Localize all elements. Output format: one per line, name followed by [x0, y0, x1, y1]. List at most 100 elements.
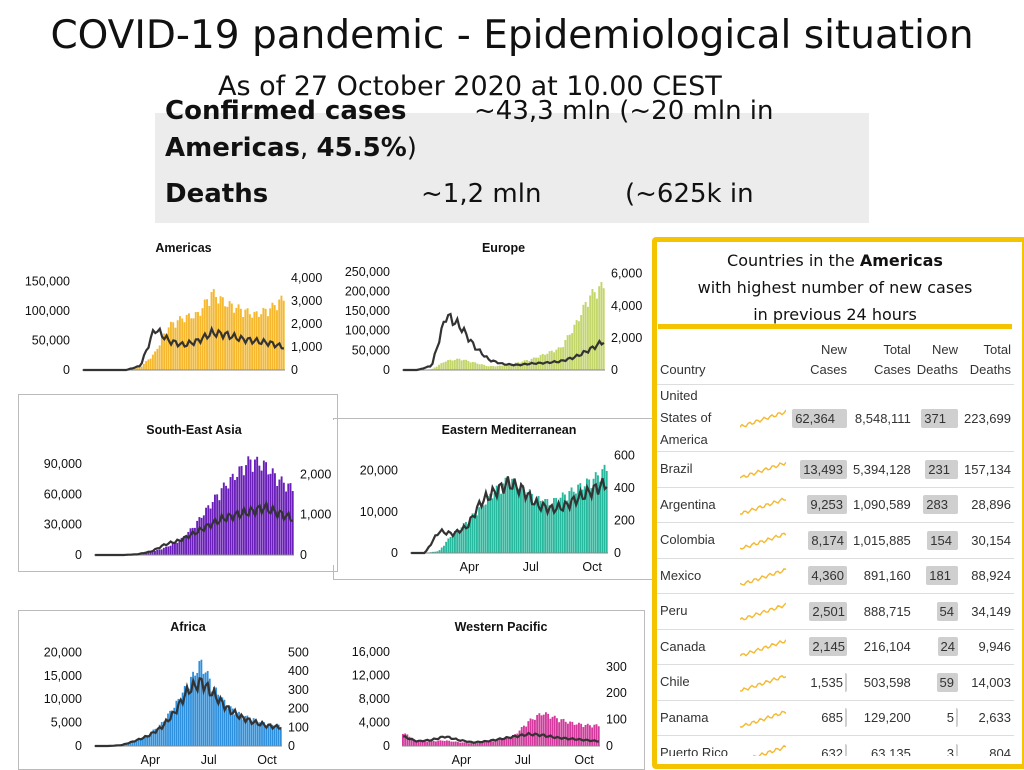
slide-title: COVID-19 pandemic - Epidemiological situ… — [0, 12, 1024, 60]
left-tick-label: 250,000 — [345, 265, 390, 279]
case-bar — [585, 725, 587, 746]
total-cases-cell: 129,200 — [850, 700, 914, 736]
trend-sparkline — [740, 600, 786, 622]
right-tick-label: 3,000 — [291, 294, 322, 308]
case-bar — [276, 310, 278, 370]
case-bar — [594, 292, 596, 370]
case-bar — [249, 719, 251, 746]
case-bar — [214, 495, 216, 555]
total-deaths-cell: 223,699 — [961, 385, 1014, 452]
x-tick-label: Jul — [523, 560, 539, 574]
case-bar — [497, 366, 499, 370]
case-bar — [587, 307, 589, 370]
case-bar — [459, 743, 461, 746]
case-bar — [283, 301, 285, 370]
case-bar — [573, 325, 575, 370]
case-bar — [156, 349, 158, 370]
case-bar — [565, 722, 567, 746]
case-bar — [528, 361, 530, 370]
confirmed-value: ~43,3 mln (~20 mln in — [474, 95, 774, 127]
right-tick-label: 200 — [614, 514, 635, 528]
case-bar — [152, 355, 154, 370]
new-deaths-value: 283 — [923, 495, 958, 514]
case-bar — [518, 489, 520, 553]
case-bar — [458, 359, 460, 370]
case-bar — [476, 515, 478, 553]
new-cases-value: 2,145 — [809, 637, 847, 656]
case-bar — [557, 504, 559, 553]
country-cell: Puerto Rico — [657, 736, 737, 757]
case-bar — [455, 742, 457, 747]
case-bar — [524, 495, 526, 553]
case-bar — [448, 741, 450, 746]
case-bar — [472, 513, 474, 553]
case-bar — [167, 546, 169, 555]
case-bar — [292, 491, 294, 555]
case-bar — [545, 712, 547, 746]
new-deaths-cell: 54 — [914, 594, 961, 630]
total-deaths-cell: 34,149 — [961, 594, 1014, 630]
case-bar — [172, 322, 174, 370]
right-tick-label: 0 — [291, 363, 298, 377]
total-deaths-cell: 9,946 — [961, 629, 1014, 665]
case-bar — [472, 362, 474, 370]
right-tick-label: 2,000 — [611, 331, 642, 345]
right-tick-label: 100 — [288, 720, 309, 734]
trend-sparkline — [740, 494, 786, 516]
case-bar — [574, 725, 576, 746]
case-bar — [593, 725, 595, 746]
right-tick-label: 200 — [606, 686, 627, 700]
case-bar — [276, 486, 278, 555]
total-cases-cell: 63,135 — [850, 736, 914, 757]
case-bar — [211, 692, 213, 746]
total-deaths-cell: 14,003 — [961, 665, 1014, 701]
left-tick-label: 20,000 — [44, 645, 82, 659]
trend-sparkline-cell — [737, 523, 789, 559]
case-bar — [161, 338, 163, 370]
case-bar — [519, 731, 521, 746]
case-bar — [603, 288, 605, 370]
case-bar — [196, 521, 198, 555]
south-east-asia-chart: South-East Asia90,00060,00030,00002,0001… — [22, 420, 334, 565]
new-deaths-value: 154 — [927, 531, 958, 550]
trend-sparkline — [740, 636, 786, 658]
trend-sparkline — [740, 458, 786, 480]
case-bar — [238, 466, 240, 555]
case-bar — [267, 474, 269, 555]
total-cases-cell: 888,715 — [850, 594, 914, 630]
case-bar — [596, 299, 598, 370]
case-bar — [165, 547, 167, 555]
right-tick-label: 1,000 — [291, 340, 322, 354]
total-cases-cell: 1,090,589 — [850, 487, 914, 523]
new-deaths-cell: 154 — [914, 523, 961, 559]
case-bar — [591, 727, 593, 746]
left-tick-label: 5,000 — [51, 716, 82, 730]
case-bar — [456, 529, 458, 553]
case-bar — [532, 719, 534, 746]
case-bar — [450, 537, 452, 553]
case-bar — [483, 505, 485, 553]
case-bar — [441, 548, 443, 554]
case-bar — [465, 360, 467, 370]
case-bar — [159, 345, 161, 370]
deaths-label: Deaths — [165, 178, 268, 210]
case-bar — [596, 724, 598, 746]
case-bar — [551, 504, 553, 553]
case-bar — [543, 715, 545, 746]
case-bar — [143, 364, 145, 370]
case-bar — [437, 741, 439, 746]
new-cases-cell: 2,501 — [789, 594, 850, 630]
case-bar — [180, 702, 182, 746]
case-bar — [494, 366, 496, 370]
case-bar — [269, 308, 271, 370]
total-deaths-cell: 28,896 — [961, 487, 1014, 523]
right-tick-label: 0 — [611, 363, 618, 377]
case-bar — [470, 362, 472, 370]
country-cell: Colombia — [657, 523, 737, 559]
